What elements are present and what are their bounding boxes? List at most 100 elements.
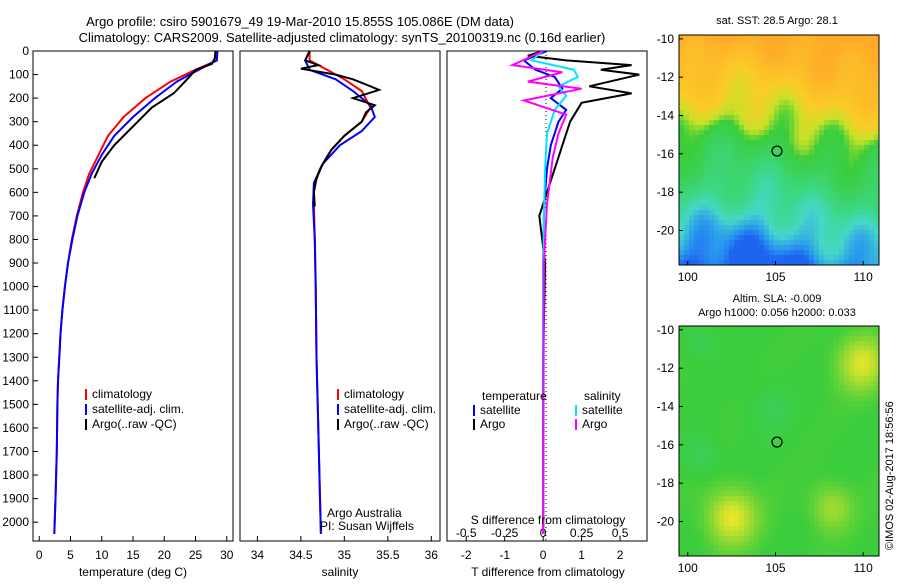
map-cell [719,35,725,41]
map-cell [844,85,850,91]
map-cell [699,486,705,492]
map-cell [809,431,815,437]
map-cell [829,105,835,111]
map-cell [744,225,750,231]
map-cell [704,496,710,502]
map-cell [734,361,740,367]
map-cell [704,255,710,261]
map-cell [744,331,750,337]
map-cell [849,551,855,557]
map-cell [839,386,845,392]
map-cell [799,451,805,457]
map-cell [744,115,750,121]
map-cell [764,200,770,206]
map-cell [689,255,695,261]
map-cell [799,466,805,472]
map-cell [734,50,740,56]
map-cell [849,441,855,447]
map-cell [689,60,695,66]
map-cell [719,481,725,487]
map-cell [759,366,765,372]
map-cell [724,331,730,337]
map-cell [769,366,775,372]
map-cell [694,431,700,437]
temperature-xlabel: temperature (deg C) [79,565,187,579]
map-cell [859,130,865,136]
map-cell [854,506,860,512]
map-cell [794,531,800,537]
map-cell [824,346,830,352]
map-cell [744,40,750,46]
map-cell [704,516,710,522]
map-cell [774,506,780,512]
map-cell [734,95,740,101]
map-cell [749,376,755,382]
map-cell [864,366,870,372]
map-cell [779,115,785,121]
map-cell [789,526,795,532]
map-cell [854,521,860,527]
map-cell [844,120,850,126]
map-cell [714,95,720,101]
map-cell [754,170,760,176]
map-cell [764,125,770,131]
map-cell [724,60,730,66]
map-cell [739,155,745,161]
map-cell [759,260,765,266]
map-cell [739,165,745,171]
map-cell [869,100,875,106]
map-cell [739,471,745,477]
legend-label: satellite [480,403,521,417]
map-cell [784,205,790,211]
map-cell [814,50,820,56]
map-cell [714,416,720,422]
map-cell [794,396,800,402]
map-cell [824,60,830,66]
map-cell [704,546,710,552]
map-cell [784,366,790,372]
map-cell [754,80,760,86]
map-cell [859,541,865,547]
map-cell [809,130,815,136]
map-cell [744,526,750,532]
map-cell [764,426,770,432]
map-cell [714,110,720,116]
map-cell [799,75,805,81]
map-cell [874,205,880,211]
map-cell [794,125,800,131]
map-cell [809,260,815,266]
map-cell [779,230,785,236]
map-cell [679,346,685,352]
map-cell [739,210,745,216]
map-cell [689,396,695,402]
map-cell [699,341,705,347]
map-cell [759,220,765,226]
map-cell [684,346,690,352]
map-cell [869,220,875,226]
map-cell [839,145,845,151]
map-cell [749,245,755,251]
map-cell [754,356,760,362]
map-cell [814,476,820,482]
map-cell [849,40,855,46]
map-cell [809,125,815,131]
map-cell [774,356,780,362]
map-cell [824,220,830,226]
map-cell [719,150,725,156]
map-cell [804,416,810,422]
map-cell [804,341,810,347]
map-cell [804,200,810,206]
map-cell [734,175,740,181]
map-cell [859,436,865,442]
map-cell [744,245,750,251]
map-cell [679,401,685,407]
series-line-satellite-adj-clim [53,50,219,534]
map-cell [874,140,880,146]
map-cell [679,40,685,46]
map-cell [764,376,770,382]
map-cell [874,376,880,382]
map-cell [679,65,685,71]
map-cell [774,406,780,412]
map-cell [829,456,835,462]
map-cell [834,100,840,106]
